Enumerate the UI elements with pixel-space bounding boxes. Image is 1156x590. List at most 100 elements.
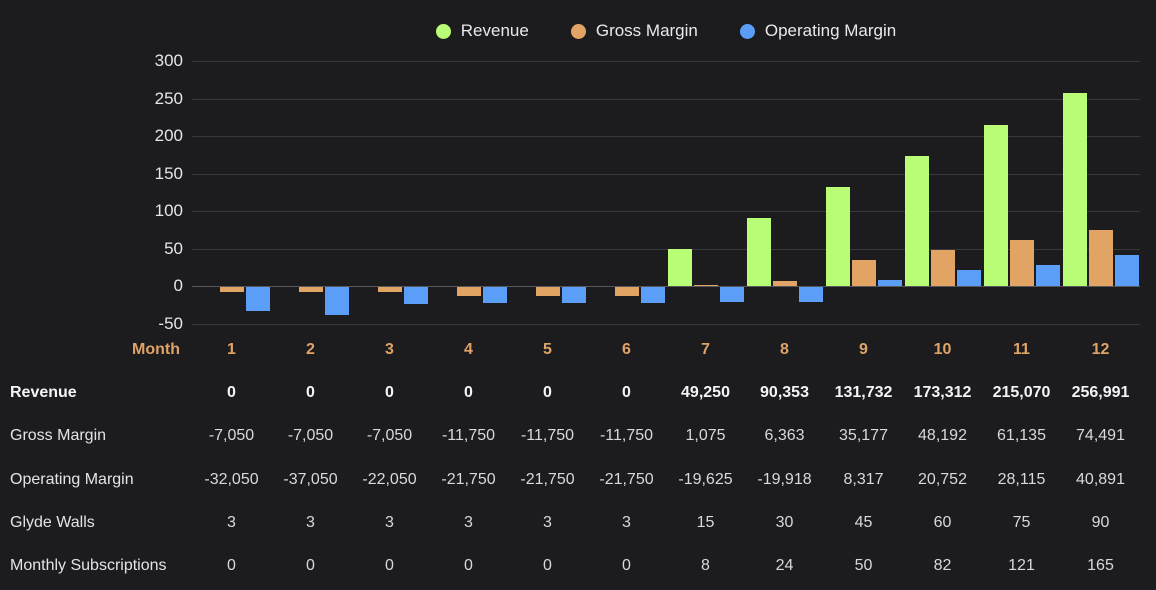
bar-operating-margin-month-1 xyxy=(245,287,270,312)
row-label: Revenue xyxy=(10,384,77,401)
legend-label: Revenue xyxy=(460,21,529,40)
value-cell: -11,750 xyxy=(599,427,654,444)
value-cell: 0 xyxy=(543,557,552,574)
gridline xyxy=(192,61,1140,62)
bar-gross-margin-month-9 xyxy=(851,259,876,286)
month-cell: 9 xyxy=(859,341,868,358)
bar-operating-margin-month-3 xyxy=(403,287,428,304)
row-label: Glyde Walls xyxy=(10,514,95,531)
month-cell: 2 xyxy=(306,341,315,358)
value-cell: 173,312 xyxy=(913,384,972,401)
bar-gross-margin-month-5 xyxy=(535,287,560,296)
bar-operating-margin-month-7 xyxy=(719,287,744,302)
value-cell: 3 xyxy=(385,514,394,531)
value-cell: 8,317 xyxy=(843,471,884,488)
y-axis-tick-label: 50 xyxy=(164,238,183,258)
legend-item-gross-margin[interactable]: Gross Margin xyxy=(570,21,698,41)
y-axis-tick-label: 200 xyxy=(154,126,183,145)
value-cell: 35,177 xyxy=(839,427,888,444)
value-cell: 90 xyxy=(1091,514,1110,531)
value-cell: 0 xyxy=(227,557,236,574)
bar-gross-margin-month-7 xyxy=(693,285,718,287)
bar-gross-margin-month-6 xyxy=(614,287,639,296)
bar-gross-margin-month-11 xyxy=(1009,240,1034,286)
value-cell: 0 xyxy=(306,557,315,574)
value-cell: 90,353 xyxy=(760,384,809,401)
value-cell: 30 xyxy=(775,514,794,531)
bar-revenue-month-7 xyxy=(667,249,692,286)
value-cell: 24 xyxy=(775,557,794,574)
table-row-operating-margin: Operating Margin -32,050 -37,050 -22,050 -21… xyxy=(0,468,1156,492)
value-cell: 60 xyxy=(933,514,952,531)
value-cell: 15 xyxy=(696,514,715,531)
bar-gross-margin-month-4 xyxy=(456,287,481,296)
value-cell: 3 xyxy=(306,514,315,531)
legend-swatch-icon xyxy=(739,23,755,39)
y-axis-tick-label: 0 xyxy=(173,276,183,295)
month-cell: 8 xyxy=(780,341,789,358)
value-cell: 50 xyxy=(854,557,873,574)
legend-label: Gross Margin xyxy=(595,21,698,40)
value-cell: 0 xyxy=(227,384,236,401)
value-cell: 48,192 xyxy=(918,427,967,444)
row-label: Operating Margin xyxy=(10,471,134,488)
value-cell: 28,115 xyxy=(997,471,1046,488)
value-cell: 82 xyxy=(933,557,952,574)
bar-operating-margin-month-12 xyxy=(1114,255,1139,286)
value-cell: 0 xyxy=(543,384,552,401)
legend-item-operating-margin[interactable]: Operating Margin xyxy=(739,21,897,41)
y-axis-tick-label: 250 xyxy=(154,88,183,108)
month-cell: 6 xyxy=(622,341,631,358)
value-cell: 1,075 xyxy=(685,427,726,444)
value-cell: -7,050 xyxy=(366,427,413,444)
bar-revenue-month-9 xyxy=(825,187,850,286)
month-cell: 10 xyxy=(933,341,952,358)
value-cell: 40,891 xyxy=(1076,471,1125,488)
value-cell: 0 xyxy=(464,557,473,574)
value-cell: 6,363 xyxy=(764,427,805,444)
y-axis-tick-label: 150 xyxy=(154,163,183,183)
value-cell: -19,625 xyxy=(678,471,733,488)
value-cell: -22,050 xyxy=(362,471,417,488)
value-cell: -11,750 xyxy=(520,427,575,444)
month-cell: 12 xyxy=(1091,341,1110,358)
value-cell: 0 xyxy=(622,557,631,574)
bar-revenue-month-10 xyxy=(904,156,929,286)
value-cell: 20,752 xyxy=(918,471,967,488)
bar-operating-margin-month-5 xyxy=(561,287,586,304)
bar-revenue-month-8 xyxy=(746,218,771,286)
table-row-month: Month 1 2 3 4 5 6 7 8 9 10 11 12 xyxy=(0,338,1156,362)
bar-operating-margin-month-4 xyxy=(482,287,507,304)
value-cell: -21,750 xyxy=(599,471,654,488)
value-cell: 131,732 xyxy=(834,384,893,401)
legend-item-revenue[interactable]: Revenue xyxy=(435,21,529,41)
y-axis-tick-label: 100 xyxy=(154,201,183,220)
value-cell: 0 xyxy=(464,384,473,401)
value-cell: -32,050 xyxy=(204,471,259,488)
value-cell: 61,135 xyxy=(997,427,1046,444)
legend-label: Operating Margin xyxy=(764,21,897,40)
value-cell: 0 xyxy=(622,384,631,401)
month-cell: 7 xyxy=(701,341,710,358)
value-cell: 75 xyxy=(1012,514,1031,531)
month-cell: 4 xyxy=(464,341,473,358)
bar-operating-margin-month-8 xyxy=(798,287,823,302)
value-cell: 0 xyxy=(306,384,315,401)
gridline xyxy=(192,98,1140,100)
value-cell: -37,050 xyxy=(283,471,338,488)
gridline xyxy=(192,323,1140,325)
bar-gross-margin-month-12 xyxy=(1088,230,1113,286)
table-row-gross-margin: Gross Margin -7,050 -7,050 -7,050 -11,750 -11… xyxy=(0,424,1156,448)
value-cell: 3 xyxy=(622,514,631,531)
value-cell: 0 xyxy=(385,557,394,574)
row-label-month: Month xyxy=(132,341,180,358)
value-cell: 3 xyxy=(543,514,552,531)
bar-operating-margin-month-6 xyxy=(640,287,665,304)
bar-revenue-month-11 xyxy=(983,124,1008,286)
legend-swatch-icon xyxy=(435,23,451,39)
bar-revenue-month-12 xyxy=(1062,93,1087,286)
value-cell: -21,750 xyxy=(520,471,575,488)
value-cell: 3 xyxy=(227,514,236,531)
bar-operating-margin-month-2 xyxy=(324,287,349,315)
